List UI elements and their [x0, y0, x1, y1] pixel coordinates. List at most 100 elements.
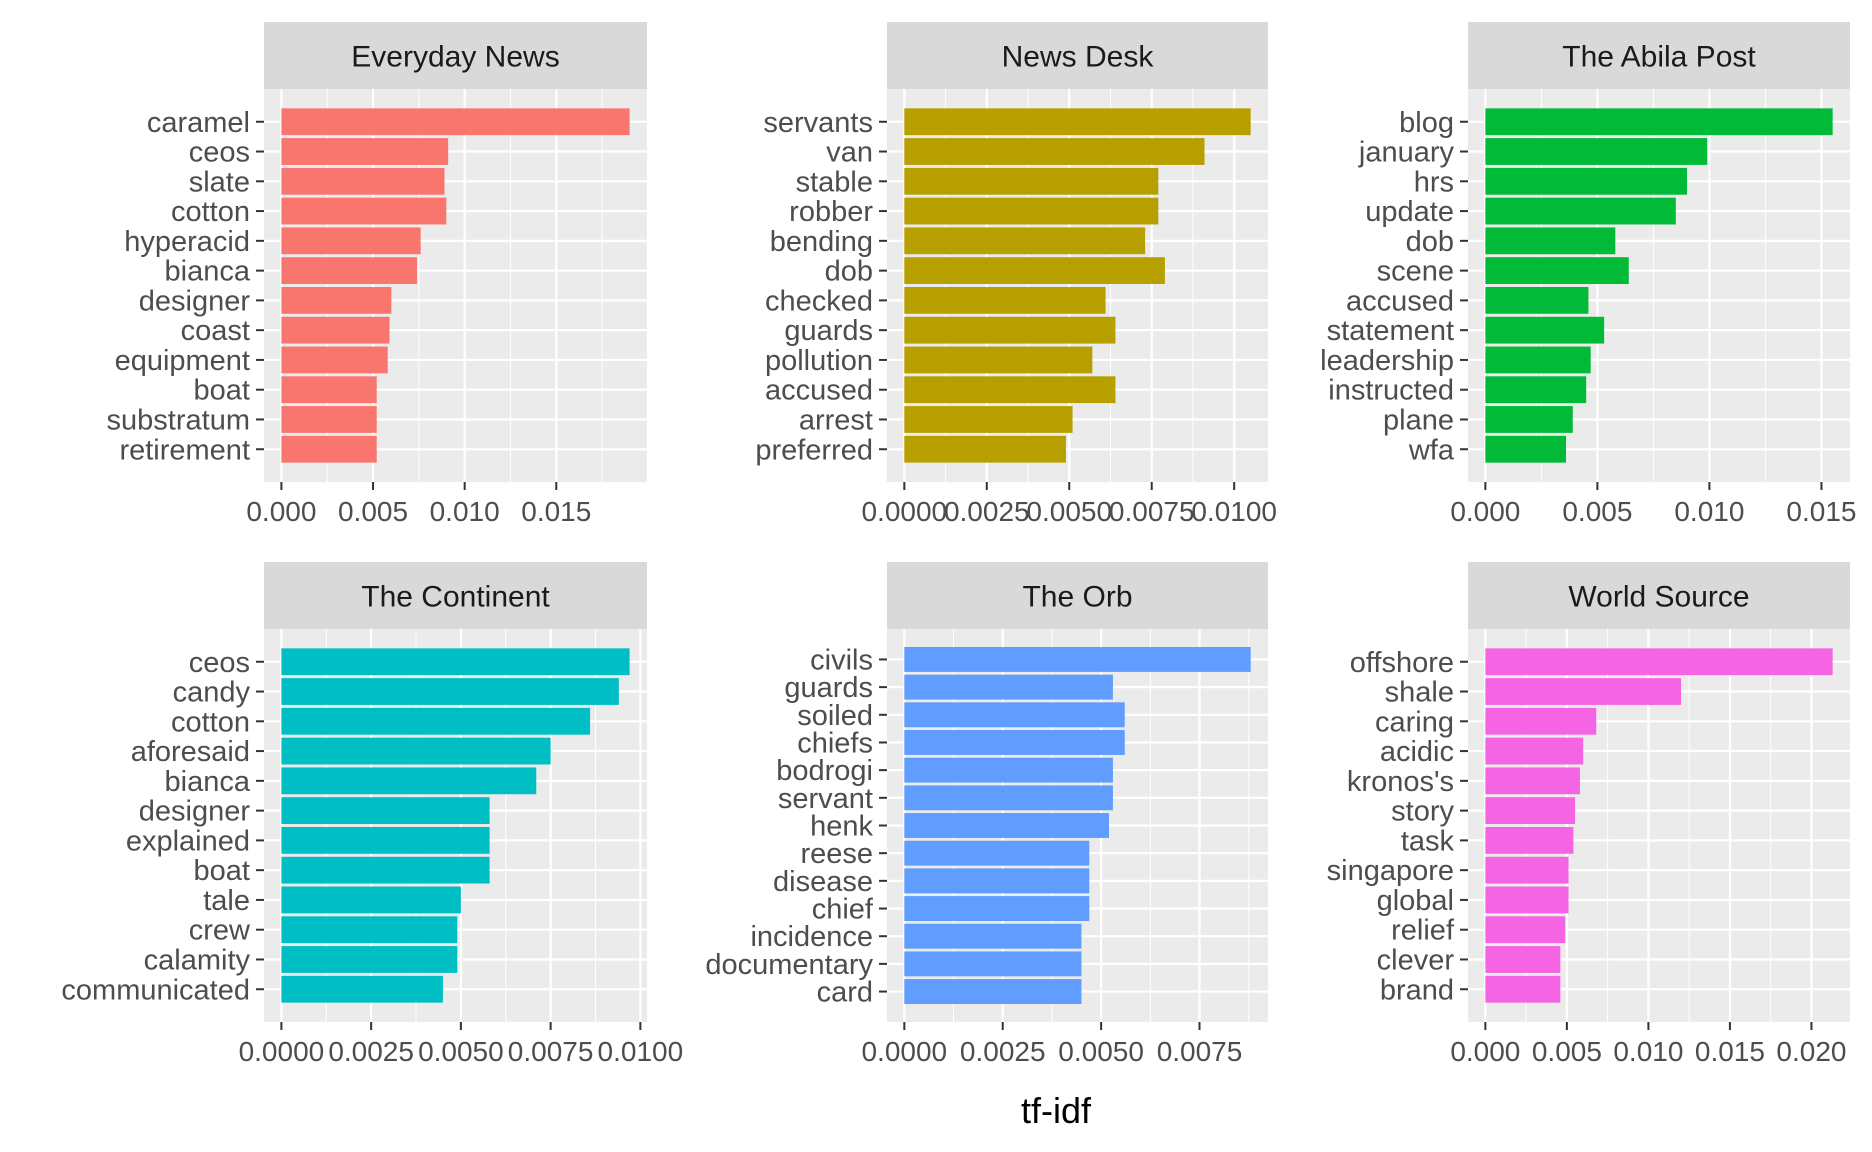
x-tick-label: 0.005 — [1532, 1036, 1602, 1067]
y-tick-label: card — [817, 977, 873, 1009]
y-tick-label: caring — [1375, 706, 1454, 738]
y-tick-label: designer — [139, 285, 251, 317]
y-tick-label: henk — [810, 811, 873, 843]
facet-title: The Orb — [1022, 581, 1132, 614]
y-tick-label: statement — [1327, 315, 1454, 347]
y-tick-label: clever — [1377, 944, 1455, 976]
y-tick-label: acidic — [1380, 736, 1454, 768]
bar-tale — [281, 886, 461, 914]
y-tick-label: scene — [1377, 256, 1454, 288]
bar-chief — [904, 896, 1090, 921]
y-tick-label: update — [1365, 196, 1454, 228]
bar-retirement — [281, 435, 377, 463]
bar-chiefs — [904, 730, 1125, 755]
x-tick-label: 0.015 — [521, 496, 591, 527]
x-tick-label: 0.005 — [338, 496, 408, 527]
bar-equipment — [281, 346, 388, 374]
facet-strip — [1468, 562, 1850, 629]
facet-strip — [887, 22, 1268, 89]
y-tick-label: hrs — [1414, 166, 1454, 198]
y-tick-label: coast — [181, 315, 250, 347]
y-tick-label: kronos's — [1347, 766, 1454, 798]
bar-bianca — [281, 767, 537, 795]
bar-aforesaid — [281, 737, 551, 765]
y-tick-label: van — [826, 137, 873, 169]
y-tick-label: soiled — [797, 700, 873, 732]
bar-boat — [281, 856, 490, 884]
bar-caramel — [281, 108, 630, 136]
y-tick-label: ceos — [189, 137, 250, 169]
facet-title: The Continent — [361, 581, 550, 614]
bar-servant — [904, 785, 1113, 811]
y-tick-label: tale — [203, 885, 250, 917]
y-tick-label: bianca — [165, 766, 251, 798]
y-tick-label: singapore — [1327, 855, 1454, 887]
bar-henk — [904, 813, 1109, 838]
y-tick-label: ceos — [189, 647, 250, 679]
bar-card — [904, 979, 1082, 1005]
y-tick-label: stable — [796, 166, 873, 198]
x-tick-label: 0.0075 — [508, 1036, 594, 1067]
bar-kronos-s — [1485, 767, 1580, 795]
y-tick-label: plane — [1383, 404, 1454, 436]
bar-leadership — [1485, 346, 1591, 374]
y-tick-label: incidence — [750, 921, 873, 953]
bar-bending — [904, 227, 1146, 255]
x-tick-label: 0.0025 — [960, 1036, 1046, 1067]
x-tick-label: 0.0100 — [598, 1036, 684, 1067]
bar-wfa — [1485, 435, 1567, 463]
y-tick-label: retirement — [119, 434, 250, 466]
bar-designer — [281, 797, 490, 825]
y-tick-label: candy — [173, 677, 251, 709]
y-tick-label: communicated — [61, 974, 250, 1006]
y-tick-label: story — [1391, 796, 1454, 828]
x-tick-label: 0.0075 — [1157, 1036, 1243, 1067]
facet-everyday-news: Everyday News caramelceosslatecottonhyper… — [107, 22, 647, 527]
bar-singapore — [1485, 856, 1569, 884]
facet-the-orb: The Orb civilsguardssoiledchiefsbodrogise… — [705, 562, 1268, 1067]
y-tick-label: cotton — [171, 196, 250, 228]
x-tick-label: 0.0000 — [239, 1036, 325, 1067]
y-tick-label: bending — [770, 226, 873, 258]
x-tick-label: 0.005 — [1562, 496, 1632, 527]
y-tick-label: civils — [810, 644, 873, 676]
bar-designer — [281, 286, 392, 314]
bar-communicated — [281, 975, 443, 1003]
y-tick-label: dob — [1406, 226, 1454, 258]
bar-servants — [904, 108, 1251, 136]
x-tick-label: 0.0000 — [861, 496, 947, 527]
y-tick-label: servants — [763, 107, 873, 139]
bar-substratum — [281, 406, 377, 433]
bar-task — [1485, 826, 1574, 854]
facet-news-desk: News Desk servantsvanstablerobberbendingd… — [755, 22, 1277, 527]
y-tick-label: substratum — [107, 404, 250, 436]
y-tick-label: chief — [812, 894, 874, 926]
y-tick-label: calamity — [144, 944, 251, 976]
bar-hyperacid — [281, 227, 421, 255]
facet-world-source: World Source offshoreshalecaringacidickro… — [1327, 562, 1850, 1067]
bar-checked — [904, 286, 1106, 314]
y-tick-label: explained — [126, 825, 250, 857]
x-tick-label: 0.010 — [430, 496, 500, 527]
bar-calamity — [281, 946, 458, 973]
y-tick-label: accused — [765, 375, 873, 407]
y-tick-label: guards — [784, 672, 873, 704]
bar-plane — [1485, 406, 1573, 433]
bar-civils — [904, 646, 1251, 672]
bar-cotton — [281, 197, 447, 225]
x-tick-label: 0.0025 — [944, 496, 1030, 527]
facet-strip — [1468, 22, 1850, 89]
x-tick-label: 0.0050 — [418, 1036, 504, 1067]
y-tick-label: leadership — [1320, 345, 1454, 377]
y-tick-label: brand — [1380, 974, 1454, 1006]
y-tick-label: global — [1377, 885, 1454, 917]
y-tick-label: disease — [773, 866, 873, 898]
y-tick-label: servant — [778, 783, 873, 815]
bar-bianca — [281, 257, 418, 285]
bar-boat — [281, 376, 377, 404]
y-tick-label: equipment — [115, 345, 250, 377]
x-tick-label: 0.000 — [246, 496, 316, 527]
x-tick-label: 0.010 — [1674, 496, 1744, 527]
y-tick-label: documentary — [705, 949, 873, 981]
bar-incidence — [904, 923, 1082, 949]
